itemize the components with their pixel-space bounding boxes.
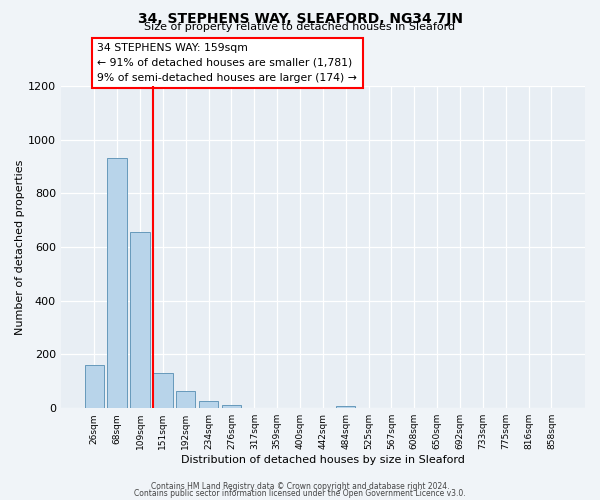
Bar	[130, 232, 150, 408]
Bar	[222, 404, 241, 408]
X-axis label: Distribution of detached houses by size in Sleaford: Distribution of detached houses by size …	[181, 455, 465, 465]
Bar	[85, 365, 104, 408]
Text: Contains public sector information licensed under the Open Government Licence v3: Contains public sector information licen…	[134, 489, 466, 498]
Y-axis label: Number of detached properties: Number of detached properties	[15, 160, 25, 335]
Bar	[176, 392, 196, 408]
Text: 34, STEPHENS WAY, SLEAFORD, NG34 7JN: 34, STEPHENS WAY, SLEAFORD, NG34 7JN	[137, 12, 463, 26]
Bar	[336, 406, 355, 408]
Bar	[199, 400, 218, 408]
Text: 34 STEPHENS WAY: 159sqm
← 91% of detached houses are smaller (1,781)
9% of semi-: 34 STEPHENS WAY: 159sqm ← 91% of detache…	[97, 43, 358, 82]
Text: Contains HM Land Registry data © Crown copyright and database right 2024.: Contains HM Land Registry data © Crown c…	[151, 482, 449, 491]
Bar	[153, 374, 173, 408]
Text: Size of property relative to detached houses in Sleaford: Size of property relative to detached ho…	[145, 22, 455, 32]
Bar	[107, 158, 127, 408]
